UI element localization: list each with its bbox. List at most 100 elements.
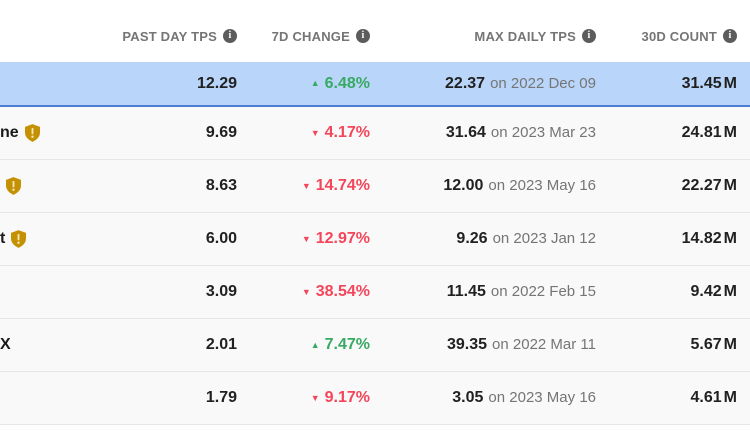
7d-change-value: ▲ 6.48% xyxy=(237,75,370,93)
max-daily-tps-date: on 2023 May 16 xyxy=(488,389,596,406)
30d-count-number: 31.45 xyxy=(681,74,722,92)
past-day-tps-value: 1.79 xyxy=(205,389,237,406)
max-daily-tps-number: 39.35 xyxy=(446,336,488,353)
shield-warning-icon[interactable] xyxy=(6,177,21,195)
30d-count-value: 22.27 M xyxy=(596,177,737,195)
info-icon[interactable]: i xyxy=(723,29,737,43)
max-daily-tps-value: 39.35 on 2022 Mar 11 xyxy=(370,336,596,354)
past-day-tps-value: 6.00 xyxy=(205,230,237,247)
change-direction-arrow-icon: ▼ xyxy=(301,286,311,297)
change-percent: 4.17% xyxy=(324,124,370,141)
7d-change-value: ▲ 7.47% xyxy=(237,336,370,354)
table-row[interactable]: ne 9.69 ▼ 4.17% 31.64 on 2023 Mar 23 24.… xyxy=(0,107,750,160)
info-icon[interactable]: i xyxy=(582,29,596,43)
table-row[interactable]: 3.09 ▼ 38.54% 11.45 on 2022 Feb 15 9.42 … xyxy=(0,266,750,319)
30d-count-suffix: M xyxy=(723,230,737,247)
partially-visible-next-row xyxy=(0,425,750,430)
max-daily-tps-value: 3.05 on 2023 May 16 xyxy=(370,389,596,407)
chain-name-cell: ne xyxy=(0,124,117,142)
max-daily-tps-value: 11.45 on 2022 Feb 15 xyxy=(370,283,596,301)
30d-count-number: 22.27 xyxy=(681,177,722,194)
max-daily-tps-number: 9.26 xyxy=(456,230,488,247)
30d-count-suffix: M xyxy=(723,124,737,141)
30d-count-value: 9.42 M xyxy=(596,283,737,301)
header-30d-count-label: 30D COUNT xyxy=(641,28,717,44)
change-direction-arrow-icon: ▼ xyxy=(310,127,320,138)
30d-count-value: 5.67 M xyxy=(596,336,737,354)
30d-count-value: 24.81 M xyxy=(596,124,737,142)
max-daily-tps-number: 3.05 xyxy=(452,389,484,406)
max-daily-tps-date: on 2022 Dec 09 xyxy=(490,74,596,92)
header-30d-count: 30D COUNT i xyxy=(596,29,737,44)
header-7d-change-label: 7D CHANGE xyxy=(271,28,350,44)
change-percent: 38.54% xyxy=(315,283,370,300)
change-direction-arrow-icon: ▼ xyxy=(301,233,311,244)
7d-change-value: ▼ 9.17% xyxy=(237,389,370,407)
table-row[interactable]: 8.63 ▼ 14.74% 12.00 on 2023 May 16 22.27… xyxy=(0,160,750,213)
max-daily-tps-number: 22.37 xyxy=(445,74,486,92)
change-percent: 9.17% xyxy=(324,389,370,406)
7d-change-value: ▼ 38.54% xyxy=(237,283,370,301)
change-percent: 12.97% xyxy=(315,230,370,247)
change-percent: 7.47% xyxy=(324,336,370,353)
change-direction-arrow-icon: ▲ xyxy=(310,78,320,88)
30d-count-suffix: M xyxy=(723,74,737,92)
chain-name-cell: t xyxy=(0,230,117,248)
past-day-tps-value: 12.29 xyxy=(196,74,237,92)
30d-count-number: 24.81 xyxy=(681,124,722,141)
max-daily-tps-date: on 2023 May 16 xyxy=(488,177,596,194)
header-max-daily-tps: MAX DAILY TPS i xyxy=(370,29,596,44)
shield-warning-icon[interactable] xyxy=(24,124,40,142)
past-day-tps-value: 9.69 xyxy=(205,124,237,141)
info-icon[interactable]: i xyxy=(223,29,237,43)
30d-count-suffix: M xyxy=(723,389,737,406)
chain-name-cell xyxy=(0,177,117,195)
chain-name-cell: X xyxy=(0,336,117,354)
30d-count-suffix: M xyxy=(723,283,737,300)
header-past-day-tps: PAST DAY TPS i xyxy=(117,29,237,44)
30d-count-number: 5.67 xyxy=(690,336,722,353)
7d-change-value: ▼ 4.17% xyxy=(237,124,370,142)
change-direction-arrow-icon: ▼ xyxy=(301,180,311,191)
max-daily-tps-number: 12.00 xyxy=(443,177,484,194)
info-icon[interactable]: i xyxy=(356,29,370,43)
change-percent: 14.74% xyxy=(315,177,370,194)
shield-warning-icon[interactable] xyxy=(11,230,27,248)
max-daily-tps-number: 11.45 xyxy=(446,283,486,300)
30d-count-suffix: M xyxy=(723,336,737,353)
table-row[interactable]: X 2.01 ▲ 7.47% 39.35 on 2022 Mar 11 5.67… xyxy=(0,319,750,372)
header-past-day-tps-label: PAST DAY TPS xyxy=(122,28,217,44)
change-direction-arrow-icon: ▲ xyxy=(310,339,320,350)
table-body: 12.29 ▲ 6.48% 22.37 on 2022 Dec 09 31.45… xyxy=(0,62,750,425)
30d-count-number: 9.42 xyxy=(690,283,722,300)
table-header-row: PAST DAY TPS i 7D CHANGE i MAX DAILY TPS… xyxy=(0,0,750,62)
max-daily-tps-date: on 2023 Jan 12 xyxy=(492,230,596,247)
max-daily-tps-value: 9.26 on 2023 Jan 12 xyxy=(370,230,596,248)
max-daily-tps-value: 31.64 on 2023 Mar 23 xyxy=(370,124,596,142)
change-direction-arrow-icon: ▼ xyxy=(310,392,320,403)
max-daily-tps-value: 22.37 on 2022 Dec 09 xyxy=(370,75,596,93)
max-daily-tps-date: on 2022 Mar 11 xyxy=(492,336,596,353)
7d-change-value: ▼ 12.97% xyxy=(237,230,370,248)
30d-count-number: 4.61 xyxy=(690,389,722,406)
table-row[interactable]: t 6.00 ▼ 12.97% 9.26 on 2023 Jan 12 14.8… xyxy=(0,213,750,266)
7d-change-value: ▼ 14.74% xyxy=(237,177,370,195)
30d-count-value: 4.61 M xyxy=(596,389,737,407)
chain-name: t xyxy=(0,230,6,247)
max-daily-tps-date: on 2023 Mar 23 xyxy=(490,124,596,141)
30d-count-number: 14.82 xyxy=(681,230,722,247)
30d-count-suffix: M xyxy=(723,177,737,194)
header-7d-change: 7D CHANGE i xyxy=(237,29,370,44)
table-row[interactable]: 1.79 ▼ 9.17% 3.05 on 2023 May 16 4.61 M xyxy=(0,372,750,425)
table-row[interactable]: 12.29 ▲ 6.48% 22.37 on 2022 Dec 09 31.45… xyxy=(0,62,750,107)
30d-count-value: 14.82 M xyxy=(596,230,737,248)
change-percent: 6.48% xyxy=(324,74,370,92)
max-daily-tps-date: on 2022 Feb 15 xyxy=(490,283,596,300)
chain-name: ne xyxy=(0,124,19,141)
chain-name: X xyxy=(0,336,11,353)
30d-count-value: 31.45 M xyxy=(596,75,737,93)
past-day-tps-value: 3.09 xyxy=(205,283,237,300)
max-daily-tps-number: 31.64 xyxy=(445,124,486,141)
past-day-tps-value: 8.63 xyxy=(205,177,237,194)
